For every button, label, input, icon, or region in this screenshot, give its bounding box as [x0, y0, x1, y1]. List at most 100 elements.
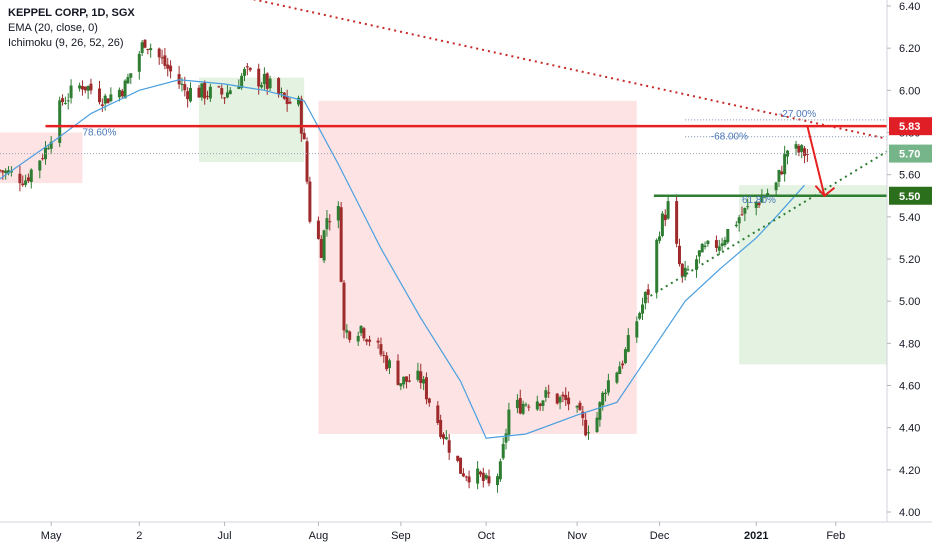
candle-body-54: [208, 86, 212, 99]
y-tick-label-12: 4.00: [899, 507, 920, 519]
candle-body-36: [140, 42, 144, 54]
last-price-badge-bg: [889, 144, 932, 163]
candle-body-38: [146, 48, 150, 50]
candle-body-13: [46, 148, 50, 150]
x-tick-label-9: Feb: [826, 530, 845, 542]
candle-body-43: [166, 64, 170, 69]
support-badge-label: 5.50: [899, 191, 920, 203]
candle-body-99: [387, 360, 391, 368]
x-tick-label-0: May: [41, 530, 62, 542]
legend-title: KEPPEL CORP, 1D, SGX: [8, 7, 135, 19]
candle-body-44: [169, 65, 173, 72]
candle-body-174: [686, 269, 690, 271]
candle-body-50: [197, 87, 201, 98]
candle-body-29: [109, 94, 113, 102]
candle-body-191: [757, 202, 761, 206]
candle-body-133: [524, 404, 528, 406]
candle-body-134: [527, 406, 531, 408]
candle-body-131: [518, 398, 522, 414]
candle-body-164: [646, 289, 650, 295]
candle-body-4: [9, 170, 13, 173]
candle-body-19: [69, 85, 73, 99]
candle-body-194: [766, 193, 770, 196]
candle-body-198: [783, 153, 787, 175]
candle-body-75: [297, 97, 301, 105]
candle-body-47: [183, 84, 187, 91]
uptrend-line: [644, 150, 888, 300]
candle-body-76: [299, 98, 303, 134]
candle-body-80: [316, 220, 320, 239]
candle-body-18: [66, 100, 70, 102]
candle-body-17: [63, 102, 67, 104]
y-tick-label-2: 6.00: [899, 85, 920, 97]
candle-body-149: [586, 432, 590, 434]
candle-body-151: [598, 402, 602, 420]
candle-body-143: [564, 394, 568, 401]
candle-body-135: [535, 401, 539, 410]
legend-ichimoku: Ichimoku (9, 26, 52, 26): [8, 37, 124, 49]
resistance-badge-label: 5.83: [899, 121, 920, 133]
x-tick-label-1: 2: [136, 530, 142, 542]
candle-body-23: [86, 86, 90, 91]
candle-body-84: [328, 221, 332, 223]
candle-body-182: [720, 243, 724, 247]
fib-label-786: 78.60%: [82, 128, 116, 139]
x-tick-label-4: Sep: [391, 530, 411, 542]
candle-body-175: [695, 259, 699, 270]
candle-body-49: [188, 87, 192, 102]
candle-body-138: [544, 390, 548, 398]
candle-body-56: [220, 88, 224, 95]
candle-body-70: [277, 78, 281, 95]
candle-body-119: [467, 476, 471, 483]
candle-body-154: [606, 380, 610, 393]
candle-body-16: [61, 98, 65, 103]
candle-body-51: [200, 83, 204, 98]
ema-line: [0, 79, 806, 439]
y-tick-label-7: 5.00: [899, 296, 920, 308]
candle-body-189: [746, 206, 750, 208]
candle-body-64: [248, 67, 252, 71]
candle-body-3: [7, 170, 11, 174]
candle-body-88: [345, 329, 349, 333]
candle-body-176: [697, 250, 701, 257]
candle-body-63: [245, 66, 249, 68]
candle-body-93: [365, 339, 369, 342]
y-tick-label-0: 6.40: [899, 1, 920, 13]
candle-body-86: [339, 207, 343, 282]
candle-body-74: [288, 101, 292, 104]
candle-body-59: [228, 90, 232, 95]
candle-body-21: [80, 86, 84, 90]
candle-body-199: [785, 150, 789, 157]
chart-legend: KEPPEL CORP, 1D, SGX EMA (20, close, 0) …: [8, 6, 135, 51]
candle-body-128: [504, 433, 508, 443]
candle-body-166: [658, 236, 662, 241]
candle-body-87: [342, 282, 346, 331]
candle-body-42: [163, 55, 167, 66]
candle-body-111: [439, 419, 443, 438]
candle-body-1: [1, 170, 5, 173]
y-tick-label-9: 4.60: [899, 381, 920, 393]
candle-body-45: [177, 74, 181, 85]
candle-body-77: [302, 132, 306, 140]
candle-body-181: [717, 246, 721, 251]
candle-body-120: [476, 468, 480, 484]
candle-body-185: [734, 224, 738, 227]
candle-body-144: [567, 397, 571, 405]
candle-body-204: [805, 153, 809, 155]
candle-body-98: [385, 355, 389, 370]
candle-body-101: [399, 383, 403, 387]
candle-body-112: [442, 434, 445, 439]
fib-label-neg68: -68.00%: [711, 132, 748, 143]
support-badge-bg: [889, 186, 932, 205]
candle-body-197: [780, 171, 784, 175]
candle-body-153: [604, 392, 608, 395]
candle-body-114: [447, 440, 451, 453]
candle-body-161: [638, 313, 642, 319]
candle-body-92: [362, 328, 366, 339]
candle-body-104: [407, 380, 411, 382]
candle-body-94: [368, 339, 372, 342]
candle-body-105: [416, 370, 420, 380]
candle-body-173: [683, 267, 687, 277]
x-tick-label-2: Jul: [218, 530, 232, 542]
